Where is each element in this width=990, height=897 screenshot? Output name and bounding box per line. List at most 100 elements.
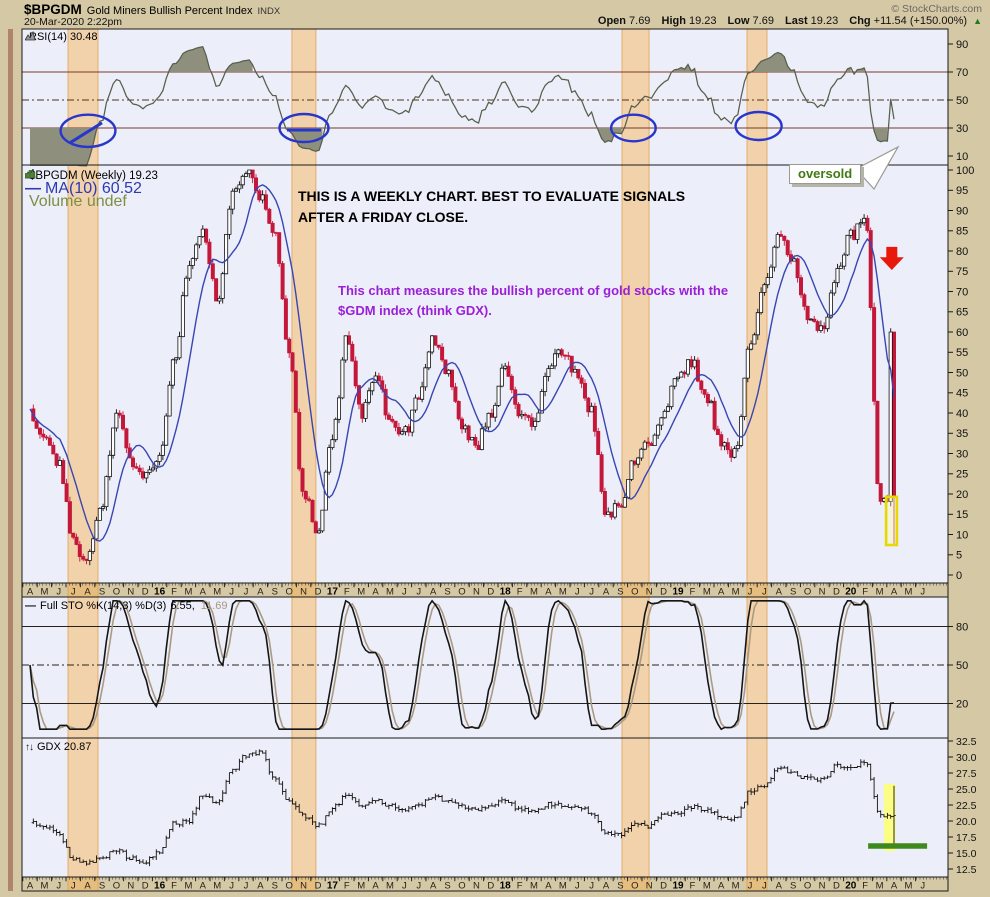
svg-text:A: A — [430, 881, 437, 892]
svg-text:70: 70 — [956, 286, 968, 298]
svg-text:J: J — [416, 587, 421, 598]
svg-text:20: 20 — [956, 698, 968, 710]
svg-text:N: N — [300, 881, 307, 892]
svg-text:10: 10 — [956, 529, 968, 541]
sto-series — [29, 598, 895, 731]
svg-text:30: 30 — [956, 123, 968, 135]
svg-text:F: F — [171, 881, 177, 892]
last-value: 19.23 — [810, 15, 839, 27]
svg-text:50: 50 — [956, 95, 968, 107]
svg-text:J: J — [762, 587, 767, 598]
svg-text:O: O — [458, 881, 465, 892]
chg-label: Chg — [849, 15, 871, 27]
svg-text:O: O — [804, 587, 811, 598]
svg-text:15: 15 — [956, 509, 968, 521]
svg-text:16: 16 — [154, 881, 166, 892]
svg-text:A: A — [27, 587, 34, 598]
svg-text:N: N — [127, 587, 134, 598]
svg-text:F: F — [171, 587, 177, 598]
svg-text:A: A — [430, 587, 437, 598]
svg-text:N: N — [473, 587, 480, 598]
svg-text:95: 95 — [956, 185, 968, 197]
svg-text:S: S — [444, 587, 450, 598]
sto-k-value: 6.55, — [170, 600, 195, 612]
svg-text:50: 50 — [956, 367, 968, 379]
svg-text:M: M — [386, 587, 394, 598]
svg-text:N: N — [300, 587, 307, 598]
svg-text:J: J — [71, 881, 76, 892]
svg-text:N: N — [646, 587, 653, 598]
svg-text:D: D — [315, 881, 322, 892]
svg-text:O: O — [286, 587, 293, 598]
svg-text:M: M — [40, 881, 48, 892]
svg-text:40: 40 — [956, 408, 968, 420]
svg-text:75: 75 — [956, 266, 968, 278]
svg-text:O: O — [458, 587, 465, 598]
gdm-note: This chart measures the bullish percent … — [338, 283, 729, 318]
svg-text:A: A — [603, 881, 610, 892]
ma-legend-label: MA(10) 60.52 — [45, 179, 142, 197]
svg-text:O: O — [631, 587, 638, 598]
svg-text:J: J — [748, 881, 753, 892]
signal-ellipse-4 — [734, 110, 783, 142]
svg-text:M: M — [732, 587, 740, 598]
svg-text:25.0: 25.0 — [956, 784, 977, 796]
svg-text:20: 20 — [845, 587, 857, 598]
svg-text:O: O — [113, 587, 120, 598]
svg-text:M: M — [213, 881, 221, 892]
price-candles — [29, 169, 896, 566]
svg-text:M: M — [213, 587, 221, 598]
change-up-icon: ▲ — [973, 16, 982, 26]
price-yellow-highlight — [884, 495, 899, 547]
svg-text:18: 18 — [500, 587, 512, 598]
svg-text:80: 80 — [956, 246, 968, 258]
svg-text:M: M — [703, 881, 711, 892]
rsi-series — [30, 45, 895, 167]
price-legend-label: $BPGDM (Weekly) 19.23 — [29, 169, 158, 182]
svg-text:S: S — [617, 587, 623, 598]
rsi-legend-label: RSI(14) 30.48 — [29, 31, 98, 43]
red-down-arrow — [879, 246, 904, 270]
svg-text:J: J — [920, 881, 925, 892]
chg-value: +11.54 (+150.00%) — [873, 15, 968, 27]
svg-text:10: 10 — [956, 151, 968, 163]
symbol: $BPGDM — [24, 2, 82, 17]
exchange-label: INDX — [257, 6, 281, 17]
svg-text:A: A — [84, 587, 91, 598]
svg-text:A: A — [891, 881, 898, 892]
svg-text:J: J — [416, 881, 421, 892]
svg-text:M: M — [559, 587, 567, 598]
svg-text:F: F — [862, 587, 868, 598]
svg-text:65: 65 — [956, 307, 968, 319]
svg-text:J: J — [762, 881, 767, 892]
svg-text:16: 16 — [154, 587, 166, 598]
low-value: 7.69 — [752, 15, 774, 27]
svg-text:32.5: 32.5 — [956, 736, 977, 748]
svg-text:J: J — [244, 881, 249, 892]
sto-legend-label: Full STO %K(14,3) %D(3) — [40, 600, 167, 612]
svg-text:F: F — [689, 587, 695, 598]
gdx-series — [31, 749, 928, 867]
svg-text:50: 50 — [956, 660, 968, 672]
oversold-callout: oversold — [789, 164, 862, 184]
svg-text:5: 5 — [956, 550, 962, 562]
svg-text:D: D — [660, 881, 667, 892]
svg-text:20: 20 — [956, 489, 968, 501]
svg-text:M: M — [357, 587, 365, 598]
quote-row: Open 7.69 High 19.23 Low 7.69 Last 19.23 Chg… — [590, 15, 982, 27]
svg-text:D: D — [142, 587, 149, 598]
gdx-yellow-highlight — [883, 783, 896, 852]
svg-text:12.5: 12.5 — [956, 864, 977, 876]
svg-text:J: J — [56, 881, 61, 892]
svg-text:60: 60 — [956, 327, 968, 339]
svg-text:J: J — [229, 587, 234, 598]
svg-text:A: A — [200, 881, 207, 892]
svg-text:S: S — [617, 881, 623, 892]
svg-text:35: 35 — [956, 428, 968, 440]
svg-text:F: F — [344, 881, 350, 892]
svg-text:25: 25 — [956, 469, 968, 481]
svg-text:J: J — [402, 587, 407, 598]
orange-bands — [67, 28, 768, 892]
